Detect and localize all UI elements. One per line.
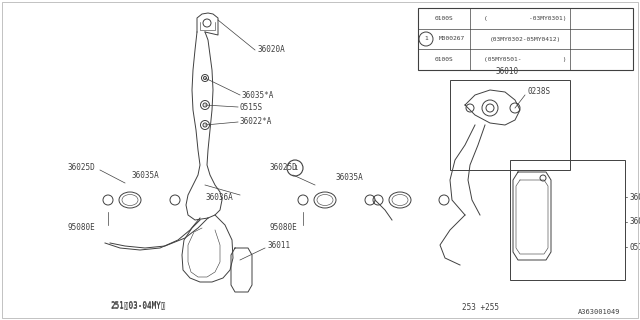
Text: 36020A: 36020A: [257, 45, 285, 54]
Text: 36035A: 36035A: [335, 172, 363, 181]
Text: M000267: M000267: [439, 36, 465, 42]
Text: 36036C: 36036C: [629, 193, 640, 202]
Text: 0238S: 0238S: [527, 87, 550, 97]
Text: 253 +255: 253 +255: [461, 302, 499, 311]
Text: (           -03MY0301): ( -03MY0301): [484, 16, 566, 21]
Bar: [510, 160, 625, 280]
Bar: [418, 8, 633, 70]
Text: 36035*A: 36035*A: [242, 91, 275, 100]
Text: (03MY0302-05MY0412): (03MY0302-05MY0412): [490, 36, 561, 42]
Text: 36036A: 36036A: [205, 194, 233, 203]
Text: 36023: 36023: [629, 218, 640, 227]
Text: 0515S: 0515S: [240, 102, 263, 111]
Text: 251(03-04MY): 251(03-04MY): [110, 302, 166, 311]
Text: 0100S: 0100S: [435, 16, 453, 21]
Text: A363001049: A363001049: [577, 309, 620, 315]
Bar: [450, 80, 570, 170]
Text: 1: 1: [292, 165, 297, 171]
Text: 36022*A: 36022*A: [240, 117, 273, 126]
Text: 95080E: 95080E: [270, 223, 298, 233]
Text: 36025D: 36025D: [270, 164, 298, 172]
Text: 36035A: 36035A: [132, 171, 160, 180]
Text: (05MY0501-           ): (05MY0501- ): [484, 57, 566, 62]
Text: 0519S: 0519S: [629, 243, 640, 252]
Text: 95080E: 95080E: [68, 223, 96, 233]
Text: 251〃03-04MY〄: 251〃03-04MY〄: [110, 300, 166, 309]
Text: 0100S: 0100S: [435, 57, 453, 62]
Text: 36025D: 36025D: [68, 164, 96, 172]
Text: 36011: 36011: [267, 242, 290, 251]
Text: 1: 1: [424, 36, 428, 42]
Text: 36010: 36010: [495, 68, 518, 76]
